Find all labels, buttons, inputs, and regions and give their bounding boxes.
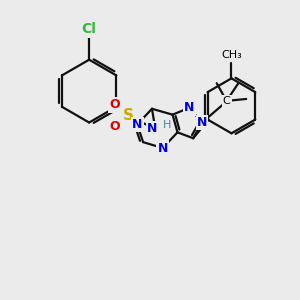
Text: N: N bbox=[132, 118, 142, 131]
Text: O: O bbox=[110, 120, 120, 133]
Text: N: N bbox=[147, 122, 157, 135]
Text: S: S bbox=[123, 108, 134, 123]
Text: N: N bbox=[184, 101, 194, 114]
Text: O: O bbox=[110, 98, 120, 111]
Text: N: N bbox=[197, 116, 207, 129]
Text: Cl: Cl bbox=[82, 22, 97, 36]
Text: H: H bbox=[163, 121, 171, 130]
Text: CH₃: CH₃ bbox=[221, 50, 242, 60]
Text: N: N bbox=[158, 142, 168, 154]
Text: C: C bbox=[223, 96, 230, 106]
